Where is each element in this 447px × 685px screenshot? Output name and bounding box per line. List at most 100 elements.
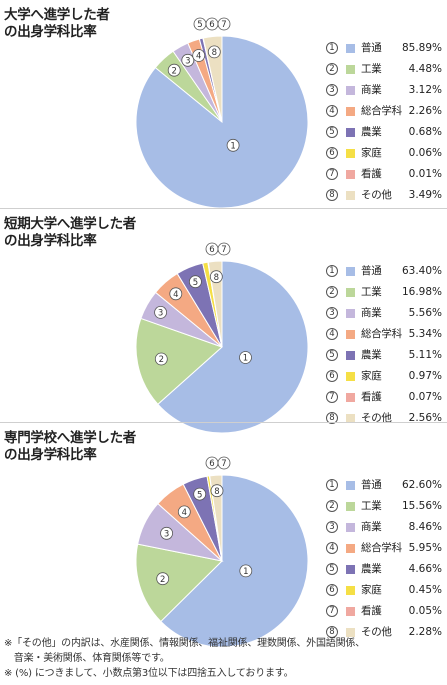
pie-slice-1 (160, 474, 309, 648)
legend-value: 5.11% (408, 349, 442, 361)
slice-number-2: 2 (167, 63, 181, 77)
legend-swatch (346, 481, 355, 490)
legend-number: 5 (326, 349, 338, 361)
legend-value: 0.01% (408, 168, 442, 180)
legend-number: 7 (326, 391, 338, 403)
legend-swatch (346, 191, 355, 200)
chart-title: 専門学校へ進学した者 の出身学科比率 (4, 430, 136, 463)
legend-item: 2 工業 16.98% (326, 284, 442, 301)
section-divider (0, 208, 447, 209)
legend-value: 4.48% (408, 63, 442, 75)
legend-swatch (346, 44, 355, 53)
legend-swatch (346, 107, 355, 116)
legend-number: 5 (326, 563, 338, 575)
svg-text:2: 2 (171, 66, 176, 76)
pie-panel-2: 短期大学へ進学した者 の出身学科比率 1 2 3 4 5 6 7 8 1 普通 63.40% 2 工業 16.… (0, 209, 447, 434)
legend-label: 農業 (361, 563, 382, 575)
slice-number-6: 6 (205, 17, 219, 31)
legend-value: 63.40% (401, 265, 442, 277)
legend-number: 4 (326, 542, 338, 554)
legend-label: 総合学科 (361, 328, 402, 340)
legend-number: 7 (326, 605, 338, 617)
legend-swatch (346, 86, 355, 95)
legend-number: 6 (326, 147, 338, 159)
pie-panel-1: 大学へ進学した者 の出身学科比率 1 2 3 4 5 6 7 8 1 普通 85.89% 2 工業 4.48%… (0, 0, 447, 209)
legend-number: 2 (326, 286, 338, 298)
svg-text:3: 3 (185, 57, 190, 67)
legend-number: 3 (326, 521, 338, 533)
svg-text:8: 8 (214, 487, 219, 497)
footnote-2: 音楽・美術関係、体育関係等です。 (4, 653, 170, 664)
legend-value: 2.28% (408, 626, 442, 638)
legend-value: 16.98% (401, 286, 442, 298)
svg-text:7: 7 (221, 20, 226, 30)
slice-number-8: 8 (207, 45, 221, 59)
legend-value: 5.95% (408, 542, 442, 554)
legend-number: 3 (326, 307, 338, 319)
legend-item: 4 総合学科 5.34% (326, 326, 442, 343)
legend-value: 5.34% (408, 328, 442, 340)
legend-value: 0.97% (408, 370, 442, 382)
legend-swatch (346, 393, 355, 402)
legend-item: 2 工業 4.48% (326, 61, 442, 78)
legend-swatch (346, 267, 355, 276)
legend-number: 8 (326, 412, 338, 424)
legend-label: 工業 (361, 286, 382, 298)
legend-number: 6 (326, 584, 338, 596)
legend-label: 普通 (361, 479, 382, 491)
legend-number: 2 (326, 500, 338, 512)
slice-number-7: 7 (217, 456, 231, 470)
footnotes: ※「その他」の内訳は、水産関係、情報関係、福祉関係、理数関係、外国語関係、 音楽… (4, 636, 444, 681)
legend-label: 家庭 (361, 584, 382, 596)
legend-swatch (346, 351, 355, 360)
footnote-3: ※ (%) につきまして、小数点第3位以下は四捨五入しております。 (4, 668, 294, 679)
legend-label: 総合学科 (361, 542, 402, 554)
legend-value: 2.26% (408, 105, 442, 117)
legend-value: 62.60% (401, 479, 442, 491)
legend-swatch (346, 607, 355, 616)
legend-value: 5.56% (408, 307, 442, 319)
pie-slice-1 (135, 35, 309, 209)
legend-value: 3.12% (408, 84, 442, 96)
legend-item: 1 普通 85.89% (326, 40, 442, 57)
legend-swatch (346, 372, 355, 381)
svg-text:5: 5 (193, 278, 198, 288)
slice-number-3: 3 (160, 526, 174, 540)
svg-text:8: 8 (212, 48, 217, 58)
legend-number: 4 (326, 105, 338, 117)
legend-value: 8.46% (408, 521, 442, 533)
legend-label: 工業 (361, 63, 382, 75)
legend-item: 1 普通 63.40% (326, 263, 442, 280)
svg-text:6: 6 (209, 20, 214, 30)
legend-number: 4 (326, 328, 338, 340)
svg-text:1: 1 (243, 354, 248, 364)
slice-number-5: 5 (188, 275, 202, 289)
svg-text:3: 3 (158, 309, 163, 319)
legend-label: 看護 (361, 168, 382, 180)
legend-number: 3 (326, 84, 338, 96)
legend-item: 8 その他 2.28% (326, 624, 442, 641)
legend-item: 5 農業 0.68% (326, 124, 442, 141)
legend-label: 商業 (361, 84, 382, 96)
slice-number-7: 7 (217, 242, 231, 256)
slice-number-4: 4 (169, 287, 183, 301)
legend-number: 8 (326, 626, 338, 638)
legend-item: 5 農業 4.66% (326, 561, 442, 578)
legend-swatch (346, 65, 355, 74)
pie-slice-2 (135, 543, 224, 623)
legend-value: 0.45% (408, 584, 442, 596)
legend-swatch (346, 523, 355, 532)
svg-text:7: 7 (221, 245, 226, 255)
legend-label: 農業 (361, 126, 382, 138)
legend-item: 6 家庭 0.97% (326, 368, 442, 385)
slice-number-1: 1 (239, 351, 252, 364)
slice-number-8: 8 (210, 484, 224, 498)
pie-slice-1 (157, 260, 309, 434)
footnote-1: ※「その他」の内訳は、水産関係、情報関係、福祉関係、理数関係、外国語関係、 (4, 638, 365, 649)
slice-number-5: 5 (193, 487, 207, 501)
legend-label: 看護 (361, 391, 382, 403)
slice-number-2: 2 (154, 352, 168, 366)
